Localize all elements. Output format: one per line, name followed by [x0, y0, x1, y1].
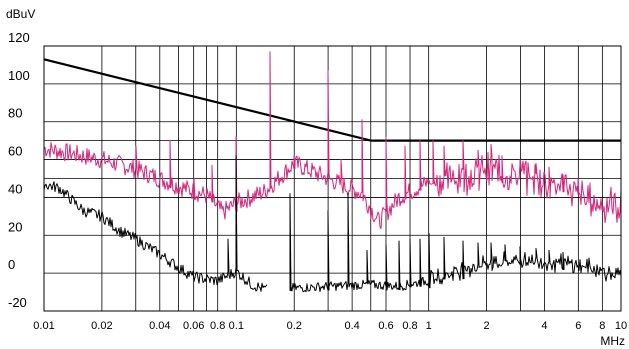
y-tick-labels: 120 100 80 60 40 20 0 -20 [8, 30, 30, 310]
x-tick-label: 0.2 [287, 320, 302, 332]
y-axis-label: dBuV [6, 7, 35, 21]
series-group [43, 51, 622, 293]
x-tick-label: 0.1 [229, 320, 244, 332]
x-tick-labels: 0.01 0.02 0.04 0.06 0.8 0.1 0.2 0.4 0.6 0.8 1 2 4 6 8 1… [33, 320, 627, 332]
y-tick-label: 100 [8, 68, 30, 83]
x-tick-label: 1 [426, 320, 432, 332]
x-tick-label: 0.02 [91, 320, 112, 332]
x-tick-label: 0.8 [210, 320, 225, 332]
y-tick-label: 0 [8, 257, 15, 272]
y-tick-label: 60 [8, 144, 22, 159]
y-tick-label: 80 [8, 106, 22, 121]
x-tick-label: 0.6 [378, 320, 393, 332]
x-tick-label: 4 [541, 320, 547, 332]
x-tick-label: 8 [599, 320, 605, 332]
x-tick-label: 2 [484, 320, 490, 332]
y-tick-label: 40 [8, 181, 22, 196]
series-line-0 [43, 58, 621, 142]
series-line-1 [43, 51, 622, 230]
x-axis-label: MHz [600, 334, 625, 348]
y-tick-label: -20 [8, 295, 27, 310]
y-tick-label: 120 [8, 30, 30, 45]
x-tick-label: 0.8 [402, 320, 417, 332]
plot-frame [43, 45, 622, 312]
x-tick-label: 0.06 [183, 320, 204, 332]
series-line-2 [43, 155, 268, 292]
y-tick-label: 20 [8, 219, 22, 234]
x-tick-label: 6 [575, 320, 581, 332]
x-tick-label: 0.01 [33, 320, 54, 332]
series-line-3 [289, 193, 622, 293]
x-tick-label: 0.04 [149, 320, 170, 332]
x-tick-label: 0.4 [344, 320, 359, 332]
x-tick-label: 10 [615, 320, 627, 332]
